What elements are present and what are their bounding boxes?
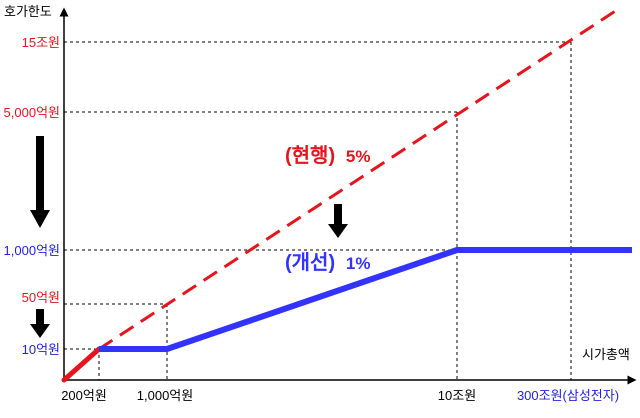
series-improved-label-text: (개선)	[285, 251, 335, 274]
series-current-start-segment	[61, 346, 102, 383]
y-tick-label: 5,000억원	[4, 105, 60, 120]
y-axis-title: 호가한도	[4, 4, 52, 19]
down-arrows	[30, 136, 348, 338]
series-current-label: (현행) 5%	[285, 144, 370, 167]
x-tick-label: 10조원	[438, 388, 476, 403]
down-arrow-icon	[328, 204, 348, 238]
x-tick-labels: 200억원 1,000억원 10조원 300조원(삼성전자)	[61, 388, 619, 403]
y-tick-label: 10억원	[22, 342, 60, 357]
series-improved-label: (개선) 1%	[285, 251, 370, 274]
x-axis-title: 시가총액	[582, 347, 630, 362]
down-arrow-icon	[30, 309, 50, 338]
guide-lines	[64, 41, 572, 380]
y-tick-label: 50억원	[22, 290, 60, 305]
series-current-dashed-line	[98, 6, 621, 351]
series-current-label-pct: 5%	[346, 147, 371, 166]
y-tick-labels: 15조원 5,000억원 1,000억원 50억원 10억원	[4, 35, 60, 357]
x-tick-label: 1,000억원	[137, 388, 193, 403]
y-tick-label: 1,000억원	[4, 243, 60, 258]
y-tick-label: 15조원	[22, 35, 60, 50]
down-arrow-icon	[30, 136, 50, 228]
x-tick-label: 200억원	[61, 388, 107, 403]
series-current-label-text: (현행)	[285, 144, 335, 167]
x-tick-label: 300조원(삼성전자)	[517, 388, 619, 403]
series-improved-line	[99, 247, 632, 352]
series-improved-label-pct: 1%	[346, 254, 371, 273]
